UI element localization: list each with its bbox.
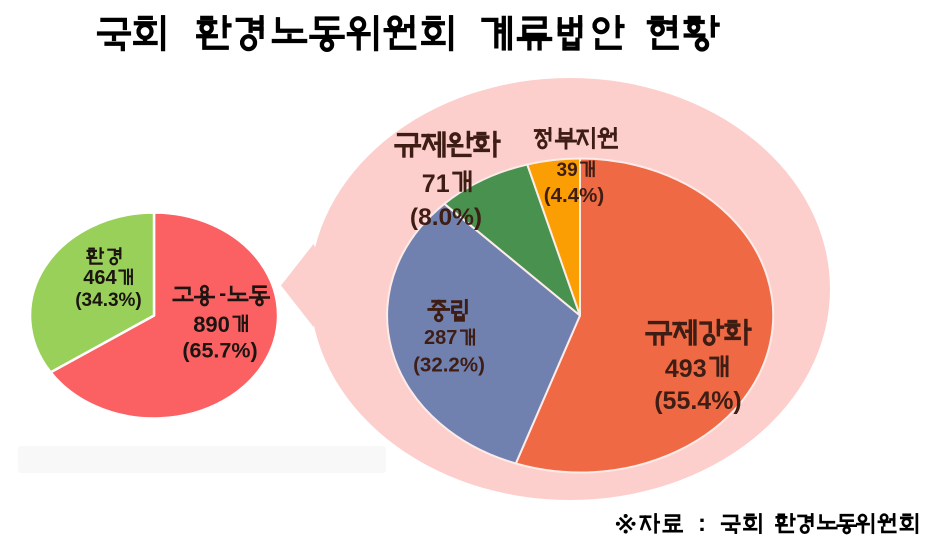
svg-text:493: 493 <box>665 355 707 383</box>
svg-text:71: 71 <box>422 170 450 198</box>
svg-text::: : <box>698 510 706 537</box>
svg-text:(65.7%): (65.7%) <box>182 339 257 363</box>
svg-text:(32.2%): (32.2%) <box>413 354 485 377</box>
svg-text:39: 39 <box>557 160 578 181</box>
svg-text:(34.3%): (34.3%) <box>75 290 142 311</box>
svg-text:(4.4%): (4.4%) <box>544 184 604 207</box>
svg-text:287: 287 <box>424 327 457 349</box>
svg-text:890: 890 <box>193 312 230 337</box>
svg-text:(55.4%): (55.4%) <box>654 387 742 415</box>
svg-text:(8.0%): (8.0%) <box>410 204 482 231</box>
svg-text:464: 464 <box>83 267 117 289</box>
